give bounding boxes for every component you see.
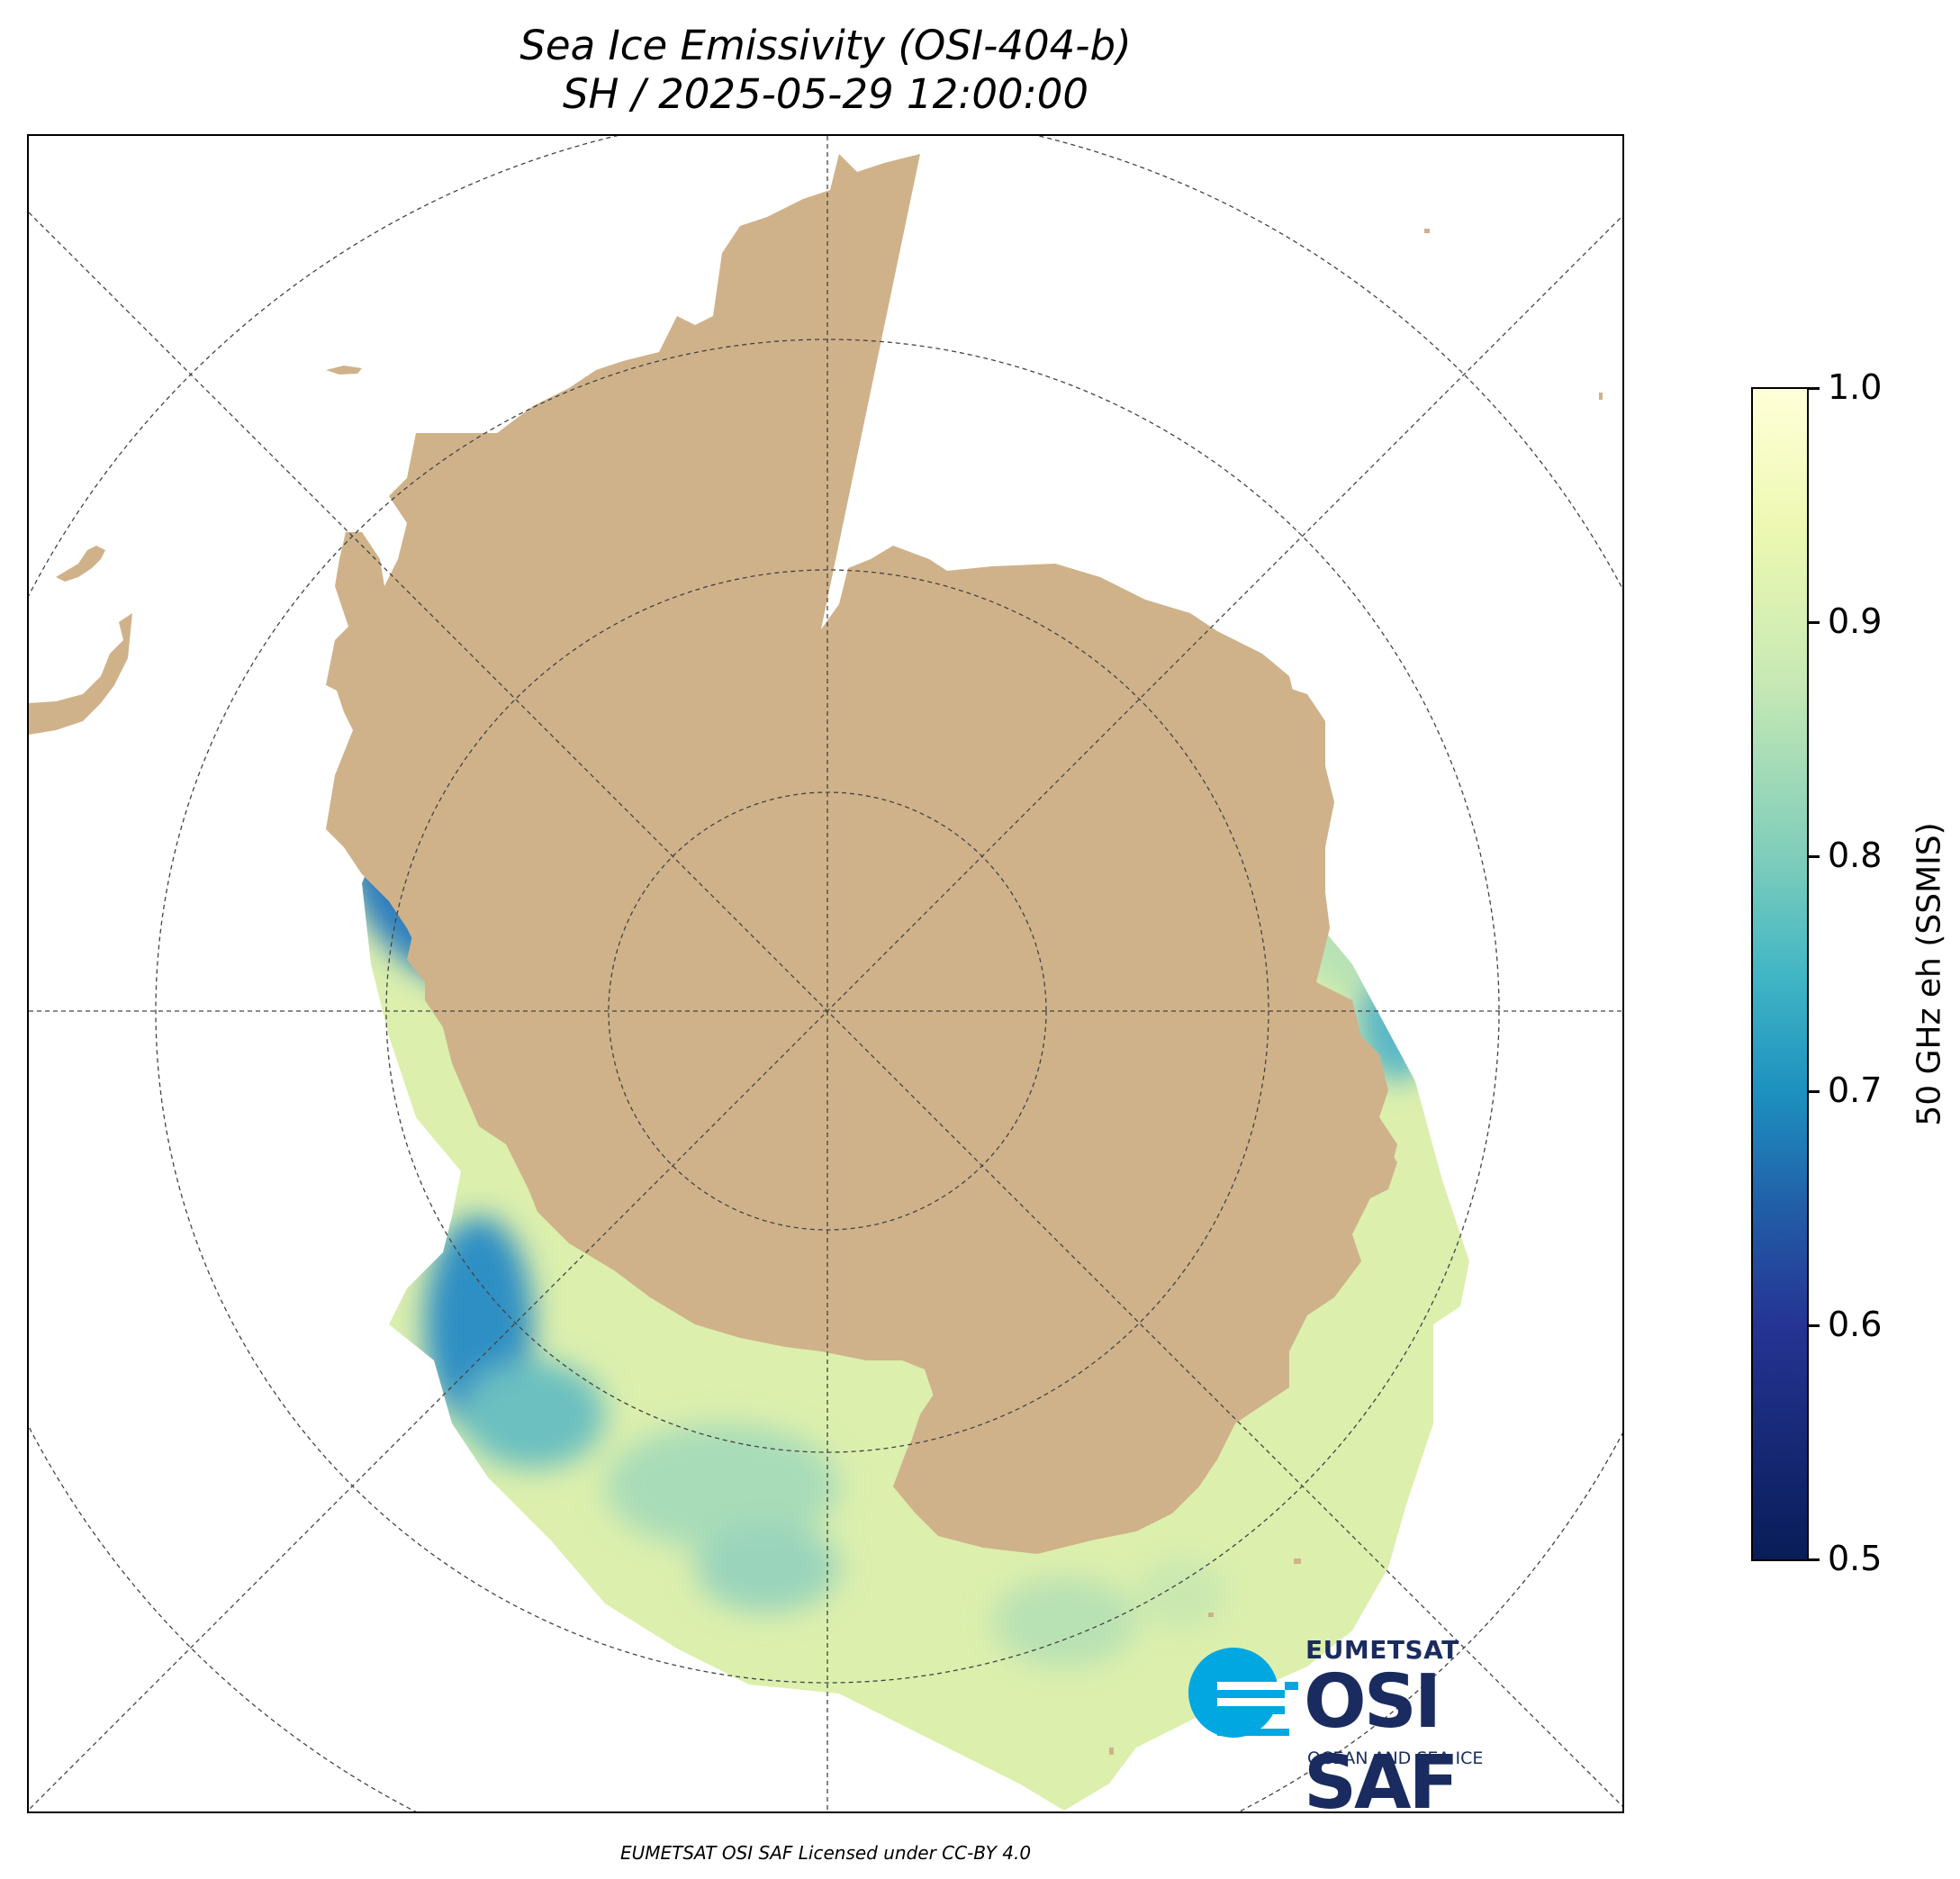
island-speck	[1208, 1613, 1214, 1617]
colorbar-tick-label: 0.5	[1828, 1539, 1883, 1578]
colorbar-tick	[1809, 855, 1820, 858]
antarctic-peninsula	[335, 532, 710, 847]
logo-org-text: EUMETSAT	[1305, 1635, 1459, 1665]
south-georgia	[56, 546, 105, 582]
polar-map	[29, 136, 1622, 1811]
island-north	[326, 366, 362, 375]
osi-saf-logo-icon	[1188, 1648, 1298, 1738]
island-speck	[1294, 1558, 1301, 1564]
colorbar-tick	[1809, 1090, 1820, 1093]
colorbar-tick-label: 0.7	[1828, 1070, 1883, 1110]
colorbar-tick-label: 0.6	[1828, 1305, 1883, 1344]
colorbar-tick-label: 0.9	[1828, 601, 1883, 641]
colorbar-tick-label: 1.0	[1828, 367, 1883, 407]
map-subtitle: SH / 2025-05-29 12:00:00	[562, 70, 1089, 118]
colorbar-tick	[1809, 1558, 1820, 1561]
colorbar	[1751, 387, 1809, 1561]
colorbar-tick	[1809, 621, 1820, 624]
island-speck	[1109, 1748, 1114, 1755]
island-speck	[1599, 393, 1603, 400]
colorbar-tick	[1809, 1324, 1820, 1327]
graticule	[29, 136, 1622, 1811]
osi-saf-logo: EUMETSAT OSI SAF OCEAN AND SEA ICE	[1181, 1622, 1595, 1811]
meridian-line	[29, 215, 1622, 1811]
map-panel: EUMETSAT OSI SAF OCEAN AND SEA ICE	[27, 134, 1624, 1813]
island-speck	[1424, 229, 1430, 233]
logo-name-text: OSI SAF	[1304, 1659, 1459, 1813]
south-america-tip	[29, 613, 132, 735]
colorbar-label: 50 GHz eh (SSMIS)	[1910, 822, 1948, 1126]
map-title: Sea Ice Emissivity (OSI-404-b)	[519, 22, 1132, 69]
antarctica-main	[407, 546, 1397, 1554]
credit-text: EUMETSAT OSI SAF Licensed under CC-BY 4.…	[619, 1842, 1032, 1864]
colorbar-tick-label: 0.8	[1828, 836, 1883, 875]
colorbar-tick	[1809, 387, 1820, 390]
logo-subtitle-text: OCEAN AND SEA ICE	[1307, 1748, 1484, 1768]
